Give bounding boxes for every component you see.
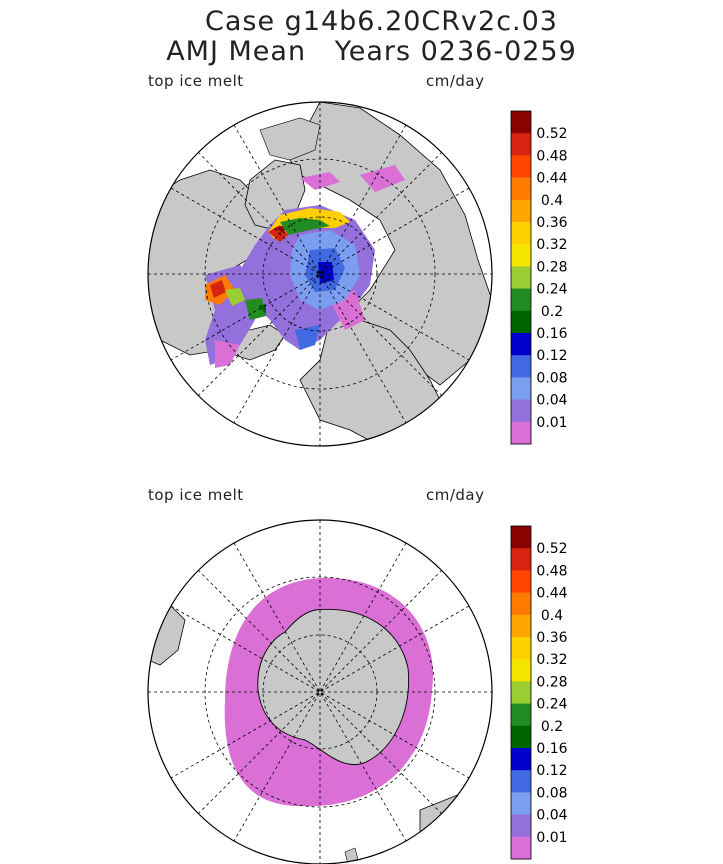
colorbar-bottom-tick-label: 0.4: [541, 608, 563, 624]
arctic-map: [147, 101, 493, 447]
colorbar-top-tick-label: 0.08: [536, 370, 567, 386]
colorbar-bottom-tick-label: 0.2: [541, 719, 563, 735]
colorbar-top-swatch-11: [511, 355, 531, 378]
colorbar-bottom-tick-label: 0.12: [536, 763, 567, 779]
panel1-units-label: cm/day: [426, 72, 485, 90]
colorbar-top-tick-label: 0.12: [536, 348, 567, 364]
panel1-variable-label: top ice melt: [148, 72, 244, 90]
colorbar-bottom-swatch-11: [511, 770, 531, 793]
plot-title-case: Case g14b6.20CRv2c.03: [205, 6, 558, 37]
colorbar-bottom-tick-label: 0.52: [536, 541, 567, 557]
antarctic-map-border: [147, 519, 493, 864]
arctic-land: [148, 102, 492, 446]
arctic-graticule: [148, 102, 492, 446]
colorbar-top-tick-label: 0.4: [541, 193, 563, 209]
antarctic-map: [147, 519, 493, 864]
colorbar-top-swatch-5: [511, 222, 531, 245]
colorbar-top: 0.52 0.48 0.44 0.4 0.36 0.32 0.28 0.24 0.2 0.16 0.…: [510, 110, 568, 445]
colorbar-bottom-swatch-4: [511, 614, 531, 638]
arctic-map-border: [147, 101, 493, 447]
colorbar-bottom-swatch-5: [511, 637, 531, 660]
colorbar-top-swatch-0: [511, 111, 531, 134]
colorbar-bottom-tick-label: 0.44: [536, 586, 567, 602]
colorbar-bottom-border: [510, 525, 532, 860]
colorbar-top-tick-label: 0.32: [536, 237, 567, 253]
colorbar-top-swatch-1: [511, 133, 531, 156]
colorbar-top-swatch-3: [511, 177, 531, 201]
colorbar-top-swatch-7: [511, 266, 531, 290]
colorbar-top-tick-label: 0.44: [536, 171, 567, 187]
colorbar-top-swatch-8: [511, 288, 531, 312]
colorbar-top-swatch-2: [511, 155, 531, 179]
colorbar-bottom: 0.52 0.48 0.44 0.4 0.36 0.32 0.28 0.24 0.2 0.16 0.…: [510, 525, 568, 860]
colorbar-bottom-tick-label: 0.36: [536, 630, 567, 646]
colorbar-bottom-tick-label: 0.01: [536, 830, 567, 846]
colorbar-bottom-tick-label: 0.08: [536, 785, 567, 801]
colorbar-bottom-tick-label: 0.28: [536, 674, 567, 690]
antarctic-graticule: [148, 520, 492, 864]
colorbar-bottom-tick-label: 0.32: [536, 652, 567, 668]
colorbar-bottom-swatch-14: [511, 836, 531, 860]
colorbar-top-tick-label: 0.24: [536, 282, 567, 298]
colorbar-top-tick-label: 0.28: [536, 259, 567, 275]
panel2-units-label: cm/day: [426, 486, 485, 504]
colorbar-top-swatch-10: [511, 333, 531, 356]
colorbar-top-tick-label: 0.2: [541, 304, 563, 320]
colorbar-bottom-tick-label: 0.04: [536, 808, 567, 824]
colorbar-bottom-swatch-2: [511, 570, 531, 594]
colorbar-top-swatch-14: [511, 421, 531, 445]
colorbar-top-tick-label: 0.01: [536, 415, 567, 431]
colorbar-bottom-swatch-7: [511, 681, 531, 705]
colorbar-bottom-swatch-0: [511, 526, 531, 549]
colorbar-bottom-swatch-6: [511, 659, 531, 682]
colorbar-bottom-swatch-10: [511, 748, 531, 771]
colorbar-top-swatch-13: [511, 399, 531, 423]
panel2-variable-label: top ice melt: [148, 486, 244, 504]
colorbar-top-swatch-9: [511, 310, 531, 334]
colorbar-top-swatch-6: [511, 244, 531, 267]
colorbar-bottom-tick-label: 0.48: [536, 563, 567, 579]
colorbar-top-border: [510, 110, 532, 445]
colorbar-top-tick-label: 0.52: [536, 126, 567, 142]
colorbar-bottom-swatch-13: [511, 814, 531, 838]
colorbar-bottom-swatch-8: [511, 703, 531, 727]
plot-title-period: AMJ Mean Years 0236-0259: [166, 36, 577, 67]
colorbar-bottom-tick-label: 0.24: [536, 697, 567, 713]
colorbar-top-tick-label: 0.16: [536, 326, 567, 342]
colorbar-top-tick-label: 0.04: [536, 393, 567, 409]
colorbar-bottom-swatch-9: [511, 725, 531, 749]
colorbar-top-swatch-12: [511, 377, 531, 401]
colorbar-bottom-swatch-12: [511, 792, 531, 816]
colorbar-top-tick-label: 0.36: [536, 215, 567, 231]
colorbar-bottom-swatch-3: [511, 592, 531, 616]
colorbar-top-tick-label: 0.48: [536, 148, 567, 164]
colorbar-top-swatch-4: [511, 199, 531, 223]
colorbar-bottom-swatch-1: [511, 548, 531, 571]
colorbar-bottom-tick-label: 0.16: [536, 741, 567, 757]
